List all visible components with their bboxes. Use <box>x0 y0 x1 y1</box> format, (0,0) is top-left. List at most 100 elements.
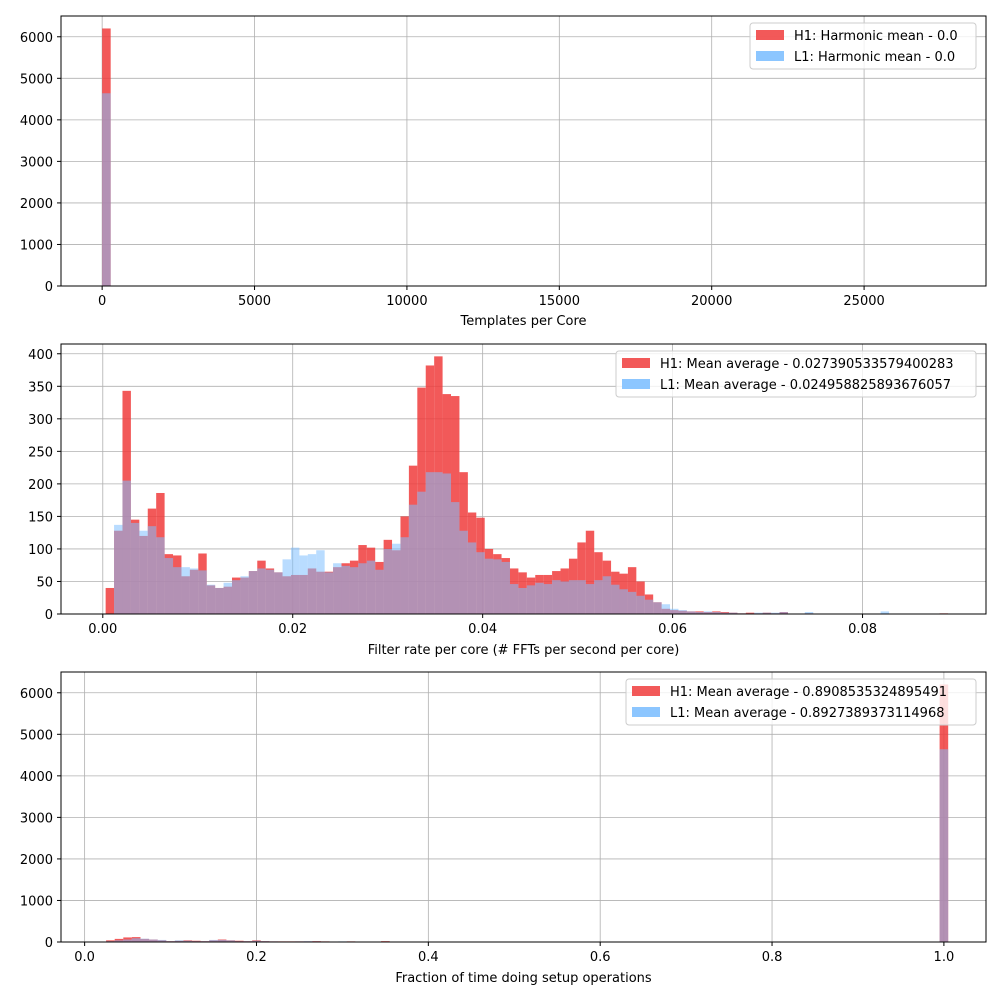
histogram-bar <box>198 570 207 614</box>
panel-2-x-tick-label: 0.04 <box>468 622 497 637</box>
histogram-bar <box>131 938 141 942</box>
panel-3-legend-swatch-h1 <box>632 686 660 696</box>
panel-2-y-tick-label: 350 <box>28 380 53 395</box>
histogram-bar <box>106 940 115 942</box>
panel-2-legend-swatch-l1 <box>622 379 650 389</box>
histogram-bar <box>123 939 132 942</box>
histogram-bar <box>173 567 182 614</box>
panel-1-legend-box <box>749 22 977 70</box>
panel-1-y-tick-label: 4000 <box>20 114 53 129</box>
histogram-bar <box>130 522 140 614</box>
panel-2-y-tick-label: 200 <box>28 478 53 493</box>
panel-3-legend: H1: Mean average - 0.8908535324895491 L1… <box>625 678 977 726</box>
histogram-bar <box>209 939 218 942</box>
histogram-bar <box>174 940 184 942</box>
histogram-bar <box>215 587 224 614</box>
histogram-bar <box>939 749 949 942</box>
histogram-bar <box>467 542 477 614</box>
histogram-bar <box>568 580 578 614</box>
panel-2-y-tick-label: 400 <box>28 348 53 363</box>
histogram-bar <box>140 938 150 942</box>
histogram-bar <box>518 587 527 614</box>
panel-3-legend-label-h1: H1: Mean average - 0.8908535324895491 <box>670 685 947 700</box>
histogram-bar <box>712 612 721 614</box>
histogram-bar <box>226 940 236 942</box>
histogram-bar <box>139 530 148 614</box>
histogram-bar <box>451 502 460 614</box>
histogram-bar <box>282 559 291 614</box>
panel-2-plot-frame <box>60 343 987 615</box>
histogram-bar <box>493 559 502 614</box>
histogram-bar <box>122 480 131 614</box>
histogram-bar <box>375 569 384 614</box>
histogram-bar <box>408 504 418 614</box>
panel-2-legend: H1: Mean average - 0.027390533579400283 … <box>615 350 977 398</box>
panel-3-y-tick-label: 0 <box>45 936 53 951</box>
histogram-bar <box>644 599 654 614</box>
histogram-bar <box>619 589 628 614</box>
histogram-bar <box>156 537 165 614</box>
histogram-bar <box>560 581 569 614</box>
histogram-bar <box>670 608 679 614</box>
panel-1-legend-label-h1: H1: Harmonic mean - 0.0 <box>794 29 958 44</box>
panel-2-y-tick-label: 150 <box>28 510 53 525</box>
panel-fraction-setup-time: 0.0 0.2 0.4 0.6 0.8 1.0 0 1000 2000 3000 4000 5000 6… <box>20 671 987 986</box>
panel-3-ticks: 0.0 0.2 0.4 0.6 0.8 1.0 0 1000 2000 3000 4000 5000 6… <box>20 687 954 965</box>
histogram-bar <box>779 612 788 614</box>
panel-3-x-tick-label: 0.6 <box>590 950 611 965</box>
panel-3-y-tick-label: 5000 <box>20 728 53 743</box>
histogram-bar <box>771 612 780 614</box>
panel-2-legend-label-l1: L1: Mean average - 0.024958825893676057 <box>660 378 951 393</box>
histogram-bar <box>720 612 729 614</box>
histogram-bar <box>189 568 199 614</box>
panel-2-y-tick-label: 0 <box>45 608 53 623</box>
histogram-bar <box>745 612 755 614</box>
histogram-bar <box>102 93 111 286</box>
panel-2-x-tick-label: 0.02 <box>278 622 307 637</box>
panel-filter-rate-per-core: 0.00 0.02 0.04 0.06 0.08 0 50 100 150 200 250 300 35… <box>28 343 987 658</box>
panel-2-y-tick-label: 50 <box>36 575 53 590</box>
histogram-bar <box>341 565 350 614</box>
panel-templates-per-core: 0 5000 10000 15000 20000 25000 0 1000 2000 3000 40… <box>20 15 987 329</box>
panel-1-x-tick-label: 5000 <box>238 294 271 309</box>
panel-1-x-axis-label: Templates per Core <box>459 314 586 329</box>
histogram-bar <box>206 584 216 614</box>
panel-2-series-l1 <box>114 472 890 614</box>
histogram-bar <box>231 580 241 614</box>
histogram-bar <box>425 472 435 614</box>
panel-1-legend-swatch-h1 <box>756 30 784 40</box>
panel-2-y-tick-label: 300 <box>28 413 53 428</box>
panel-3-x-tick-label: 0.0 <box>74 950 95 965</box>
panel-1-x-tick-label: 10000 <box>386 294 427 309</box>
histogram-bar <box>627 567 637 614</box>
histogram-bar <box>223 582 232 614</box>
histogram-bar <box>636 595 645 614</box>
panel-3-plot-frame <box>60 671 987 943</box>
histogram-bar <box>754 612 763 614</box>
panel-1-plot-frame <box>60 15 987 287</box>
panel-1-y-tick-label: 0 <box>45 280 53 295</box>
histogram-bar <box>585 530 595 614</box>
panel-1-legend: H1: Harmonic mean - 0.0 L1: Harmonic mea… <box>749 22 977 70</box>
histogram-bar <box>114 524 123 614</box>
histogram-bar <box>678 610 687 614</box>
histogram-bar <box>240 576 249 614</box>
histogram-bar <box>577 580 586 614</box>
histogram-bar <box>804 612 814 614</box>
panel-1-ticks: 0 5000 10000 15000 20000 25000 0 1000 2000 3000 40… <box>20 31 885 309</box>
panel-3-x-tick-label: 0.8 <box>762 950 783 965</box>
histogram-bar <box>728 612 738 614</box>
panel-3-y-tick-label: 2000 <box>20 853 53 868</box>
histogram-bar <box>257 568 266 614</box>
histogram-bar <box>149 939 158 942</box>
histogram-bar <box>484 558 494 614</box>
histogram-bar <box>434 472 443 614</box>
histogram-bar <box>248 571 258 614</box>
histogram-bar <box>602 576 612 614</box>
histogram-bar <box>333 563 342 614</box>
panel-1-y-tick-label: 3000 <box>20 155 53 170</box>
histogram-bar <box>349 567 359 614</box>
histogram-bar <box>526 585 536 614</box>
panel-1-x-tick-label: 25000 <box>843 294 884 309</box>
